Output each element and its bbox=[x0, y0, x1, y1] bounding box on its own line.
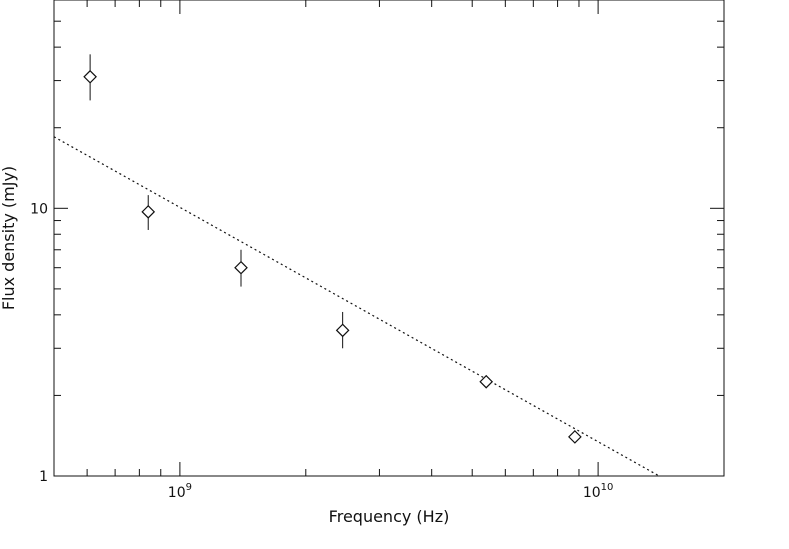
data-point-diamond bbox=[83, 69, 97, 84]
x-axis-title: Frequency (Hz) bbox=[329, 507, 450, 526]
data-point-diamond bbox=[479, 374, 494, 389]
data-points bbox=[83, 54, 582, 444]
y-tick-label: 10 bbox=[30, 201, 48, 217]
data-point-diamond bbox=[335, 323, 350, 338]
x-tick-label: 1010 bbox=[583, 482, 614, 501]
axis-ticks bbox=[53, 0, 725, 477]
data-point-diamond bbox=[141, 204, 156, 219]
tick-labels: 109 1010 1 10 bbox=[30, 201, 613, 501]
y-axis-title: Flux density (mJy) bbox=[0, 166, 18, 310]
data-point-diamond bbox=[568, 430, 582, 444]
fit-line bbox=[53, 136, 660, 477]
data-point-diamond bbox=[234, 260, 248, 275]
y-tick-label: 1 bbox=[39, 469, 48, 485]
x-tick-label: 109 bbox=[168, 482, 192, 501]
plot-frame bbox=[53, 0, 725, 477]
